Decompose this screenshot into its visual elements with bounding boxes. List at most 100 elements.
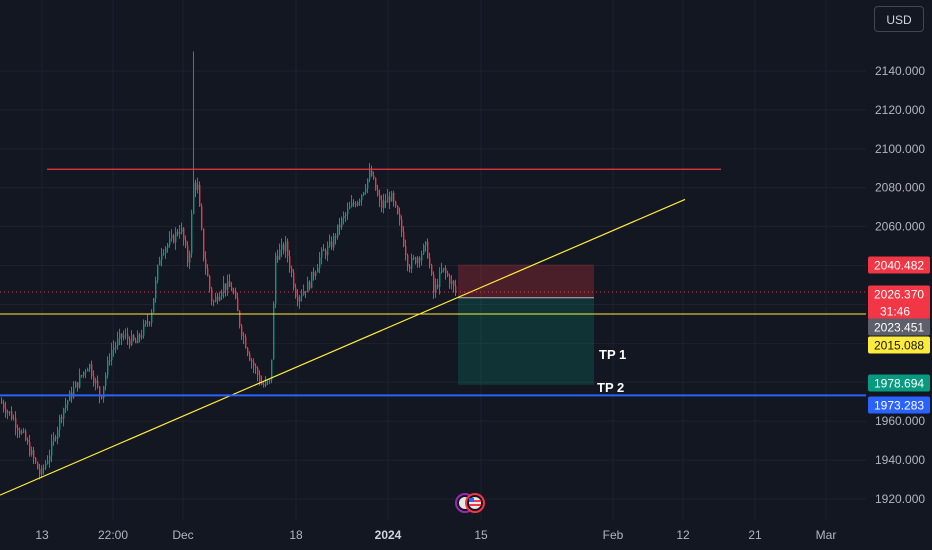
- candle: [265, 381, 267, 386]
- candle: [429, 257, 431, 266]
- candle: [419, 257, 421, 261]
- candle: [17, 427, 19, 431]
- candle: [153, 298, 155, 313]
- candle: [377, 189, 379, 196]
- candle: [237, 298, 239, 312]
- candle: [141, 335, 143, 338]
- candle: [293, 272, 295, 288]
- candle: [197, 184, 199, 190]
- candle: [267, 381, 269, 383]
- price-axis[interactable]: 2140.000 2120.000 2100.000 2080.000 2060.000…: [875, 64, 925, 506]
- take-profit-zone[interactable]: [458, 297, 594, 385]
- candle: [235, 292, 237, 299]
- candle: [193, 182, 195, 214]
- candle: [29, 442, 31, 455]
- price-tag-value: 2040.482: [874, 259, 924, 273]
- candle: [139, 334, 141, 338]
- candle: [103, 386, 105, 399]
- candle: [347, 208, 349, 215]
- candle: [143, 324, 145, 336]
- candle: [147, 321, 149, 323]
- candle: [437, 284, 439, 288]
- time-tick-label: 22:00: [98, 528, 128, 542]
- candle: [281, 244, 283, 250]
- candle: [327, 245, 329, 256]
- price-tick-label: 2080.000: [875, 181, 925, 195]
- candle: [371, 170, 373, 176]
- candle: [443, 267, 445, 270]
- candle: [379, 195, 381, 201]
- candle: [243, 336, 245, 338]
- candle: [201, 206, 203, 229]
- candle: [21, 431, 23, 434]
- candle: [33, 450, 35, 459]
- candle: [179, 232, 181, 234]
- candle: [11, 411, 13, 420]
- candle: [145, 321, 147, 325]
- candle: [225, 283, 227, 291]
- economic-events-icons[interactable]: [455, 493, 485, 513]
- candle: [219, 296, 221, 301]
- candle: [351, 202, 353, 207]
- candle: [263, 384, 265, 386]
- candle: [3, 403, 5, 409]
- candle: [299, 296, 301, 302]
- candle: [169, 238, 171, 245]
- candle: [447, 272, 449, 276]
- candle: [15, 418, 17, 428]
- candle: [427, 241, 429, 258]
- time-tick-label: 2024: [375, 528, 402, 542]
- candle: [307, 281, 309, 293]
- candle: [73, 387, 75, 398]
- candle: [435, 284, 437, 293]
- candle: [151, 312, 153, 323]
- candle: [221, 291, 223, 297]
- time-axis[interactable]: 13 22:00 Dec 18 2024 15 Feb 12 21 Mar: [35, 528, 836, 542]
- candle: [333, 235, 335, 248]
- candle: [1, 401, 3, 404]
- time-tick-label: 21: [748, 528, 762, 542]
- candle: [65, 404, 67, 409]
- candle: [123, 335, 125, 338]
- candle: [297, 296, 299, 302]
- candle: [403, 231, 405, 246]
- price-tick-label: 2120.000: [875, 103, 925, 117]
- candle: [211, 288, 213, 302]
- candle: [397, 206, 399, 214]
- candle: [413, 257, 415, 259]
- price-tag: [868, 318, 930, 336]
- candle: [217, 296, 219, 301]
- candle: [43, 467, 45, 469]
- candle: [257, 368, 259, 376]
- candle: [383, 200, 385, 208]
- time-tick-label: 18: [289, 528, 303, 542]
- currency-selector[interactable]: USD: [874, 6, 924, 32]
- trend-line[interactable]: [0, 198, 686, 496]
- candle: [315, 272, 317, 277]
- candle: [441, 269, 443, 273]
- candle: [189, 253, 191, 263]
- candle: [207, 268, 209, 277]
- candle: [311, 271, 313, 289]
- candle: [433, 274, 435, 293]
- candle: [125, 334, 127, 336]
- candle: [423, 245, 425, 254]
- candle: [391, 192, 393, 202]
- tp1-label: TP 1: [599, 347, 626, 362]
- candle: [291, 268, 293, 273]
- candle: [331, 241, 333, 248]
- candle: [421, 253, 423, 261]
- candle: [205, 258, 207, 269]
- candle: [203, 228, 205, 259]
- candle: [107, 360, 109, 376]
- candle: [389, 196, 391, 202]
- chart-grid: [0, 0, 866, 520]
- candle: [155, 280, 157, 299]
- price-tag-value: 2023.451: [874, 321, 924, 335]
- stop-loss-zone[interactable]: [458, 264, 594, 298]
- time-tick-label: Mar: [816, 528, 837, 542]
- candle: [209, 276, 211, 289]
- candle: [355, 204, 357, 206]
- price-tick-label: 2100.000: [875, 142, 925, 156]
